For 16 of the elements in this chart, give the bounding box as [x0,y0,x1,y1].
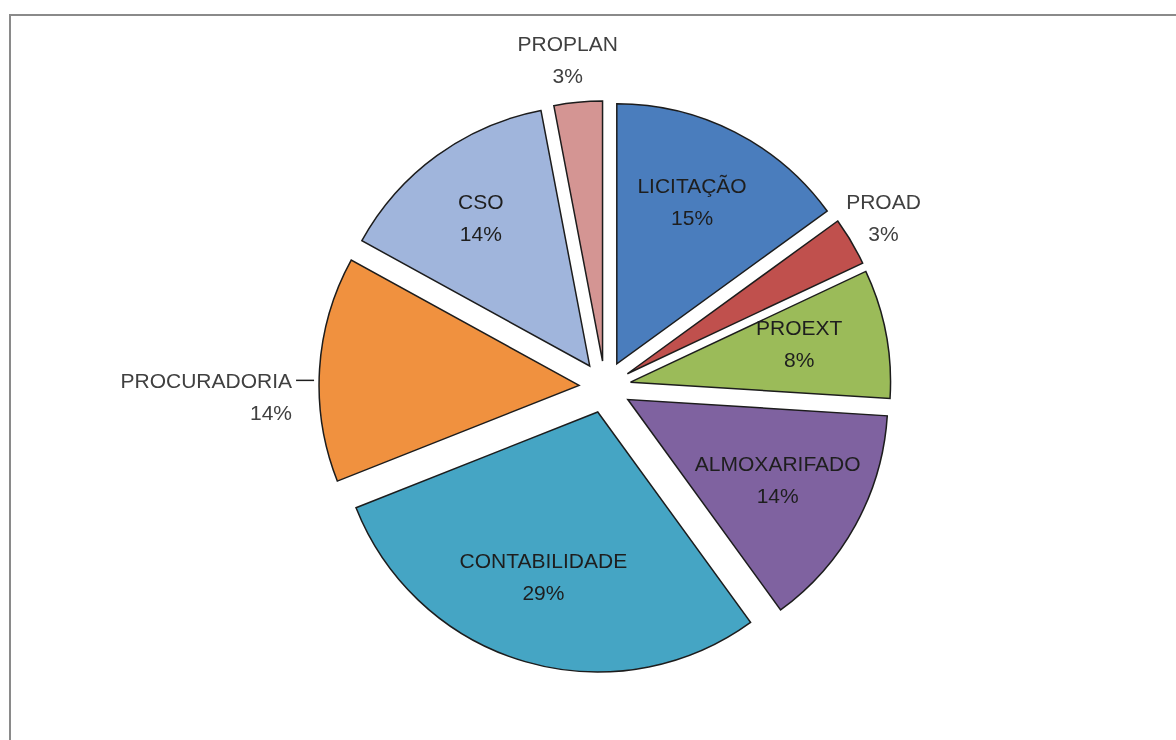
slice-label: ALMOXARIFADO [694,452,861,476]
slice-label: CONTABILIDADE [459,549,628,573]
data-label: 3% [868,221,899,245]
slice-label: PROPLAN [517,31,618,55]
data-label: 29% [522,581,565,605]
data-label: 14% [250,400,293,424]
data-label: 8% [784,348,815,372]
slice-label: PROCURADORIA [120,368,293,392]
slice-label: LICITAÇÃO [637,173,747,197]
slice-label: PROAD [846,189,921,213]
slice-label: PROEXT [756,316,843,340]
data-label: 15% [671,205,714,229]
data-label: 3% [552,63,583,87]
data-label: 14% [756,484,799,508]
slice-label: CSO [458,190,504,214]
data-label: 14% [459,222,502,246]
